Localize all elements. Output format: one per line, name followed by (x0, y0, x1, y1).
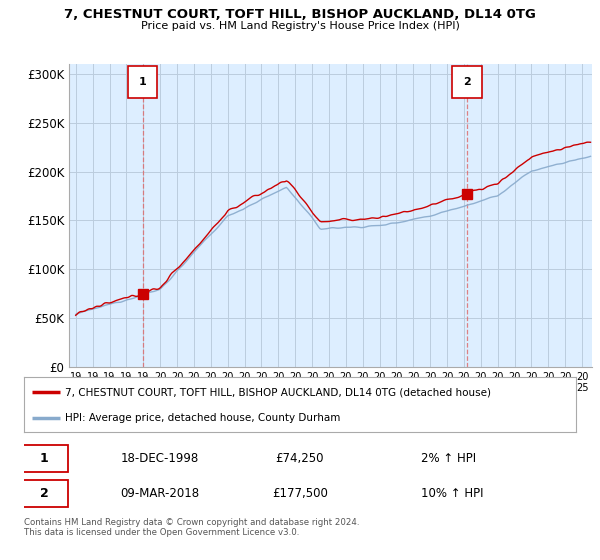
Text: 2% ↑ HPI: 2% ↑ HPI (421, 452, 476, 465)
FancyBboxPatch shape (21, 445, 68, 472)
Text: HPI: Average price, detached house, County Durham: HPI: Average price, detached house, Coun… (65, 413, 341, 422)
Text: 09-MAR-2018: 09-MAR-2018 (121, 487, 200, 500)
FancyBboxPatch shape (21, 479, 68, 507)
Text: 1: 1 (139, 77, 146, 87)
Text: 1: 1 (40, 452, 49, 465)
Text: Contains HM Land Registry data © Crown copyright and database right 2024.
This d: Contains HM Land Registry data © Crown c… (24, 518, 359, 538)
FancyBboxPatch shape (452, 66, 482, 97)
Text: 7, CHESTNUT COURT, TOFT HILL, BISHOP AUCKLAND, DL14 0TG (detached house): 7, CHESTNUT COURT, TOFT HILL, BISHOP AUC… (65, 388, 491, 397)
FancyBboxPatch shape (128, 66, 157, 97)
Text: 18-DEC-1998: 18-DEC-1998 (121, 452, 199, 465)
Text: £177,500: £177,500 (272, 487, 328, 500)
Text: 7, CHESTNUT COURT, TOFT HILL, BISHOP AUCKLAND, DL14 0TG: 7, CHESTNUT COURT, TOFT HILL, BISHOP AUC… (64, 8, 536, 21)
Text: 2: 2 (40, 487, 49, 500)
Text: £74,250: £74,250 (276, 452, 324, 465)
Text: 2: 2 (463, 77, 471, 87)
Text: 10% ↑ HPI: 10% ↑ HPI (421, 487, 484, 500)
Text: Price paid vs. HM Land Registry's House Price Index (HPI): Price paid vs. HM Land Registry's House … (140, 21, 460, 31)
